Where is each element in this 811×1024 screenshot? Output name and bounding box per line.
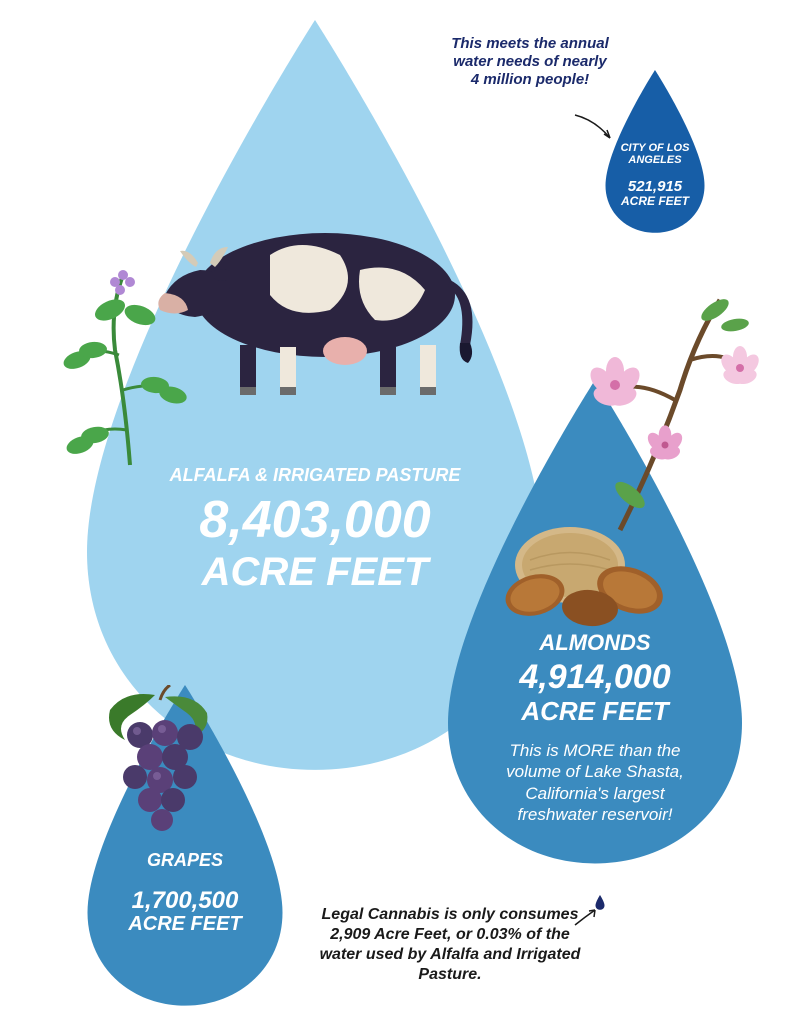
cannabis-callout: Legal Cannabis is only consumes 2,909 Ac… bbox=[310, 905, 590, 985]
la-unit: ACRE FEET bbox=[600, 194, 710, 208]
grapes-label: GRAPES bbox=[75, 850, 295, 871]
alfalfa-plant-icon bbox=[55, 260, 205, 470]
grapes-value: 1,700,500 bbox=[75, 887, 295, 915]
la-value: 521,915 bbox=[600, 178, 710, 195]
almonds-label: ALMONDS bbox=[430, 630, 760, 656]
almonds-note: This is MORE than the volume of Lake Sha… bbox=[430, 740, 760, 825]
arrow-cannabis bbox=[570, 905, 605, 930]
almonds-unit: ACRE FEET bbox=[430, 696, 760, 727]
arrow-la bbox=[570, 110, 620, 150]
grapes-icon bbox=[95, 685, 225, 835]
la-callout: This meets the annual water needs of nea… bbox=[450, 35, 610, 89]
almonds-value: 4,914,000 bbox=[430, 658, 760, 697]
almond-flower-branch-icon bbox=[560, 280, 760, 540]
almonds-icon bbox=[490, 510, 680, 630]
drop-la: CITY OF LOS ANGELES 521,915 ACRE FEET bbox=[600, 70, 710, 235]
grapes-unit: ACRE FEET bbox=[75, 913, 295, 936]
